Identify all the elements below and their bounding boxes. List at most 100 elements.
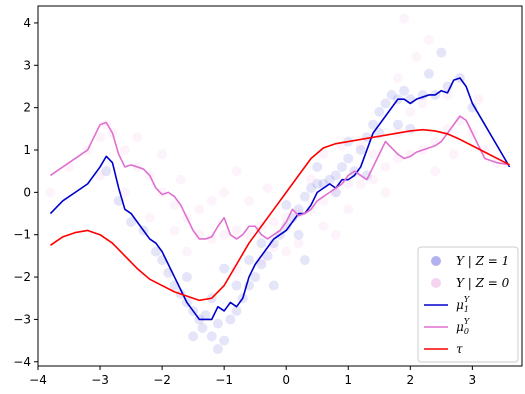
legend-label: μ1Y bbox=[456, 295, 470, 314]
scatter-point-series-0 bbox=[467, 102, 478, 113]
scatter-point-series-1 bbox=[262, 183, 273, 194]
x-tick-label: −1 bbox=[215, 373, 233, 387]
y-tick-label: −3 bbox=[13, 312, 31, 326]
scatter-point-series-1 bbox=[132, 132, 143, 143]
scatter-point-series-1 bbox=[169, 225, 180, 236]
x-tick-label: −3 bbox=[91, 373, 109, 387]
legend-label: Y | Z = 0 bbox=[456, 276, 510, 290]
scatter-point-series-0 bbox=[101, 166, 112, 177]
x-tick-label: 0 bbox=[282, 373, 290, 387]
scatter-point-series-1 bbox=[473, 94, 484, 105]
scatter-point-series-0 bbox=[188, 331, 199, 342]
y-tick-label: 2 bbox=[23, 101, 31, 115]
scatter-point-series-0 bbox=[256, 238, 267, 249]
scatter-point-series-0 bbox=[337, 161, 348, 172]
scatter-point-series-0 bbox=[219, 263, 230, 274]
scatter-point-series-1 bbox=[423, 34, 434, 45]
scatter-point-series-1 bbox=[157, 187, 168, 198]
scatter-point-series-1 bbox=[169, 200, 180, 211]
scatter-point-series-1 bbox=[144, 212, 155, 223]
scatter-point-series-1 bbox=[380, 187, 391, 198]
scatter-point-series-0 bbox=[312, 178, 323, 189]
scatter-point-series-1 bbox=[417, 98, 428, 109]
legend: Y | Z = 1 Y | Z = 0 μ1Y μ0Y τ bbox=[417, 246, 519, 363]
scatter-layer bbox=[45, 13, 503, 355]
y-tick-label: 3 bbox=[23, 58, 31, 72]
scatter-point-series-0 bbox=[268, 280, 279, 291]
y-tick-label: −2 bbox=[13, 270, 31, 284]
legend-label: μ0Y bbox=[456, 317, 470, 336]
scatter-point-series-0 bbox=[436, 47, 447, 58]
scatter-point-series-0 bbox=[197, 322, 208, 333]
scatter-point-series-1 bbox=[392, 73, 403, 83]
scatter-point-series-0 bbox=[243, 255, 254, 266]
scatter-point-series-0 bbox=[368, 119, 379, 130]
scatter-point-series-0 bbox=[219, 335, 230, 346]
scatter-point-series-1 bbox=[318, 149, 329, 160]
scatter-point-series-0 bbox=[293, 204, 304, 215]
scatter-point-series-0 bbox=[212, 344, 223, 355]
scatter-point-series-1 bbox=[157, 149, 168, 160]
scatter-point-series-0 bbox=[374, 106, 385, 117]
legend-marker-point bbox=[431, 278, 441, 288]
x-tick-label: −2 bbox=[153, 373, 171, 387]
scatter-point-series-0 bbox=[250, 272, 261, 283]
scatter-point-series-1 bbox=[175, 174, 186, 185]
scatter-point-series-1 bbox=[306, 174, 317, 185]
scatter-point-series-1 bbox=[194, 229, 205, 240]
scatter-point-series-1 bbox=[368, 174, 379, 185]
line-series-0 bbox=[49, 77, 511, 321]
line-layer bbox=[49, 77, 511, 321]
scatter-point-series-1 bbox=[243, 195, 254, 206]
line-series-1 bbox=[49, 115, 510, 240]
scatter-point-series-1 bbox=[268, 217, 279, 227]
x-tick-label: −4 bbox=[29, 373, 47, 387]
legend-marker-point bbox=[431, 256, 441, 266]
scatter-point-series-1 bbox=[231, 225, 242, 236]
scatter-point-series-0 bbox=[324, 174, 335, 185]
scatter-point-series-0 bbox=[392, 119, 403, 130]
scatter-point-series-1 bbox=[95, 132, 106, 143]
scatter-point-series-0 bbox=[299, 191, 310, 202]
line-series-2 bbox=[49, 128, 510, 302]
scatter-point-series-0 bbox=[281, 200, 292, 211]
y-tick-label: 1 bbox=[23, 143, 31, 157]
x-axis-ticks: −4 −3 −2 −1 0 1 2 3 bbox=[29, 366, 476, 387]
scatter-point-series-1 bbox=[268, 242, 279, 253]
scatter-point-series-1 bbox=[231, 166, 242, 177]
scatter-point-series-0 bbox=[200, 310, 211, 321]
scatter-point-series-1 bbox=[206, 233, 217, 244]
scatter-point-series-0 bbox=[126, 217, 137, 227]
scatter-point-series-0 bbox=[268, 238, 279, 249]
x-tick-label: 2 bbox=[406, 373, 414, 387]
scatter-point-series-1 bbox=[448, 149, 459, 160]
scatter-point-series-0 bbox=[330, 170, 341, 181]
scatter-point-series-0 bbox=[231, 280, 242, 291]
scatter-point-series-1 bbox=[219, 187, 230, 198]
y-tick-label: 4 bbox=[23, 16, 31, 30]
scatter-point-series-1 bbox=[293, 238, 304, 249]
scatter-point-series-0 bbox=[399, 85, 410, 96]
scatter-point-series-1 bbox=[368, 149, 379, 160]
scatter-point-series-1 bbox=[243, 229, 254, 240]
scatter-point-series-1 bbox=[206, 195, 217, 206]
scatter-point-series-0 bbox=[231, 305, 242, 316]
scatter-point-series-1 bbox=[442, 123, 453, 134]
scatter-point-series-1 bbox=[119, 187, 130, 198]
scatter-point-series-0 bbox=[225, 314, 236, 325]
scatter-point-series-1 bbox=[330, 229, 341, 240]
x-tick-label: 3 bbox=[469, 373, 477, 387]
y-tick-label: 0 bbox=[23, 185, 31, 199]
scatter-point-series-1 bbox=[256, 255, 267, 266]
scatter-point-series-0 bbox=[262, 250, 273, 261]
scatter-point-series-0 bbox=[343, 153, 354, 164]
scatter-point-series-0 bbox=[361, 132, 372, 143]
scatter-point-series-1 bbox=[411, 51, 422, 62]
scatter-point-series-1 bbox=[281, 246, 292, 257]
scatter-point-series-1 bbox=[231, 263, 242, 274]
scatter-point-series-0 bbox=[206, 331, 217, 342]
scatter-point-series-0 bbox=[293, 229, 304, 240]
scatter-point-series-0 bbox=[256, 259, 267, 270]
scatter-point-series-0 bbox=[380, 98, 391, 109]
